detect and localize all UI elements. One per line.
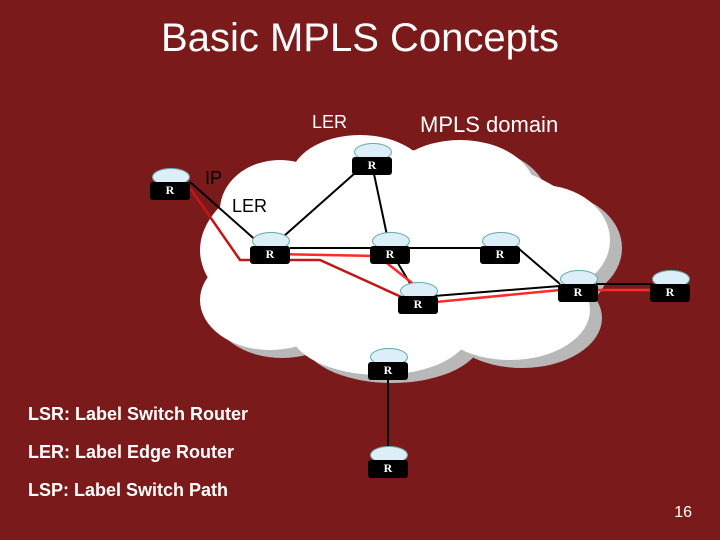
label-mpls-domain: MPLS domain [420, 112, 558, 138]
router-r-mid-right: R [480, 232, 520, 264]
lsp-path-2 [272, 254, 656, 302]
label-ler-mid: LER [232, 196, 267, 217]
router-r-top: R [352, 143, 392, 175]
router-r-mid-left: R [250, 232, 290, 264]
router-r-outer-right: R [650, 270, 690, 302]
slide-title: Basic MPLS Concepts [0, 16, 720, 61]
page-number: 16 [674, 504, 692, 522]
label-ip: IP [205, 168, 222, 189]
legend-lsp: LSP: Label Switch Path [28, 480, 228, 501]
router-r-mid-center: R [370, 232, 410, 264]
router-r-lower-right: R [558, 270, 598, 302]
router-r-bottom: R [368, 446, 408, 478]
legend-ler: LER: Label Edge Router [28, 442, 234, 463]
router-r-lower-center: R [398, 282, 438, 314]
router-r-below-cloud: R [368, 348, 408, 380]
router-r-outer-left: R [150, 168, 190, 200]
legend-lsr: LSR: Label Switch Router [28, 404, 248, 425]
label-ler-top: LER [312, 112, 347, 133]
